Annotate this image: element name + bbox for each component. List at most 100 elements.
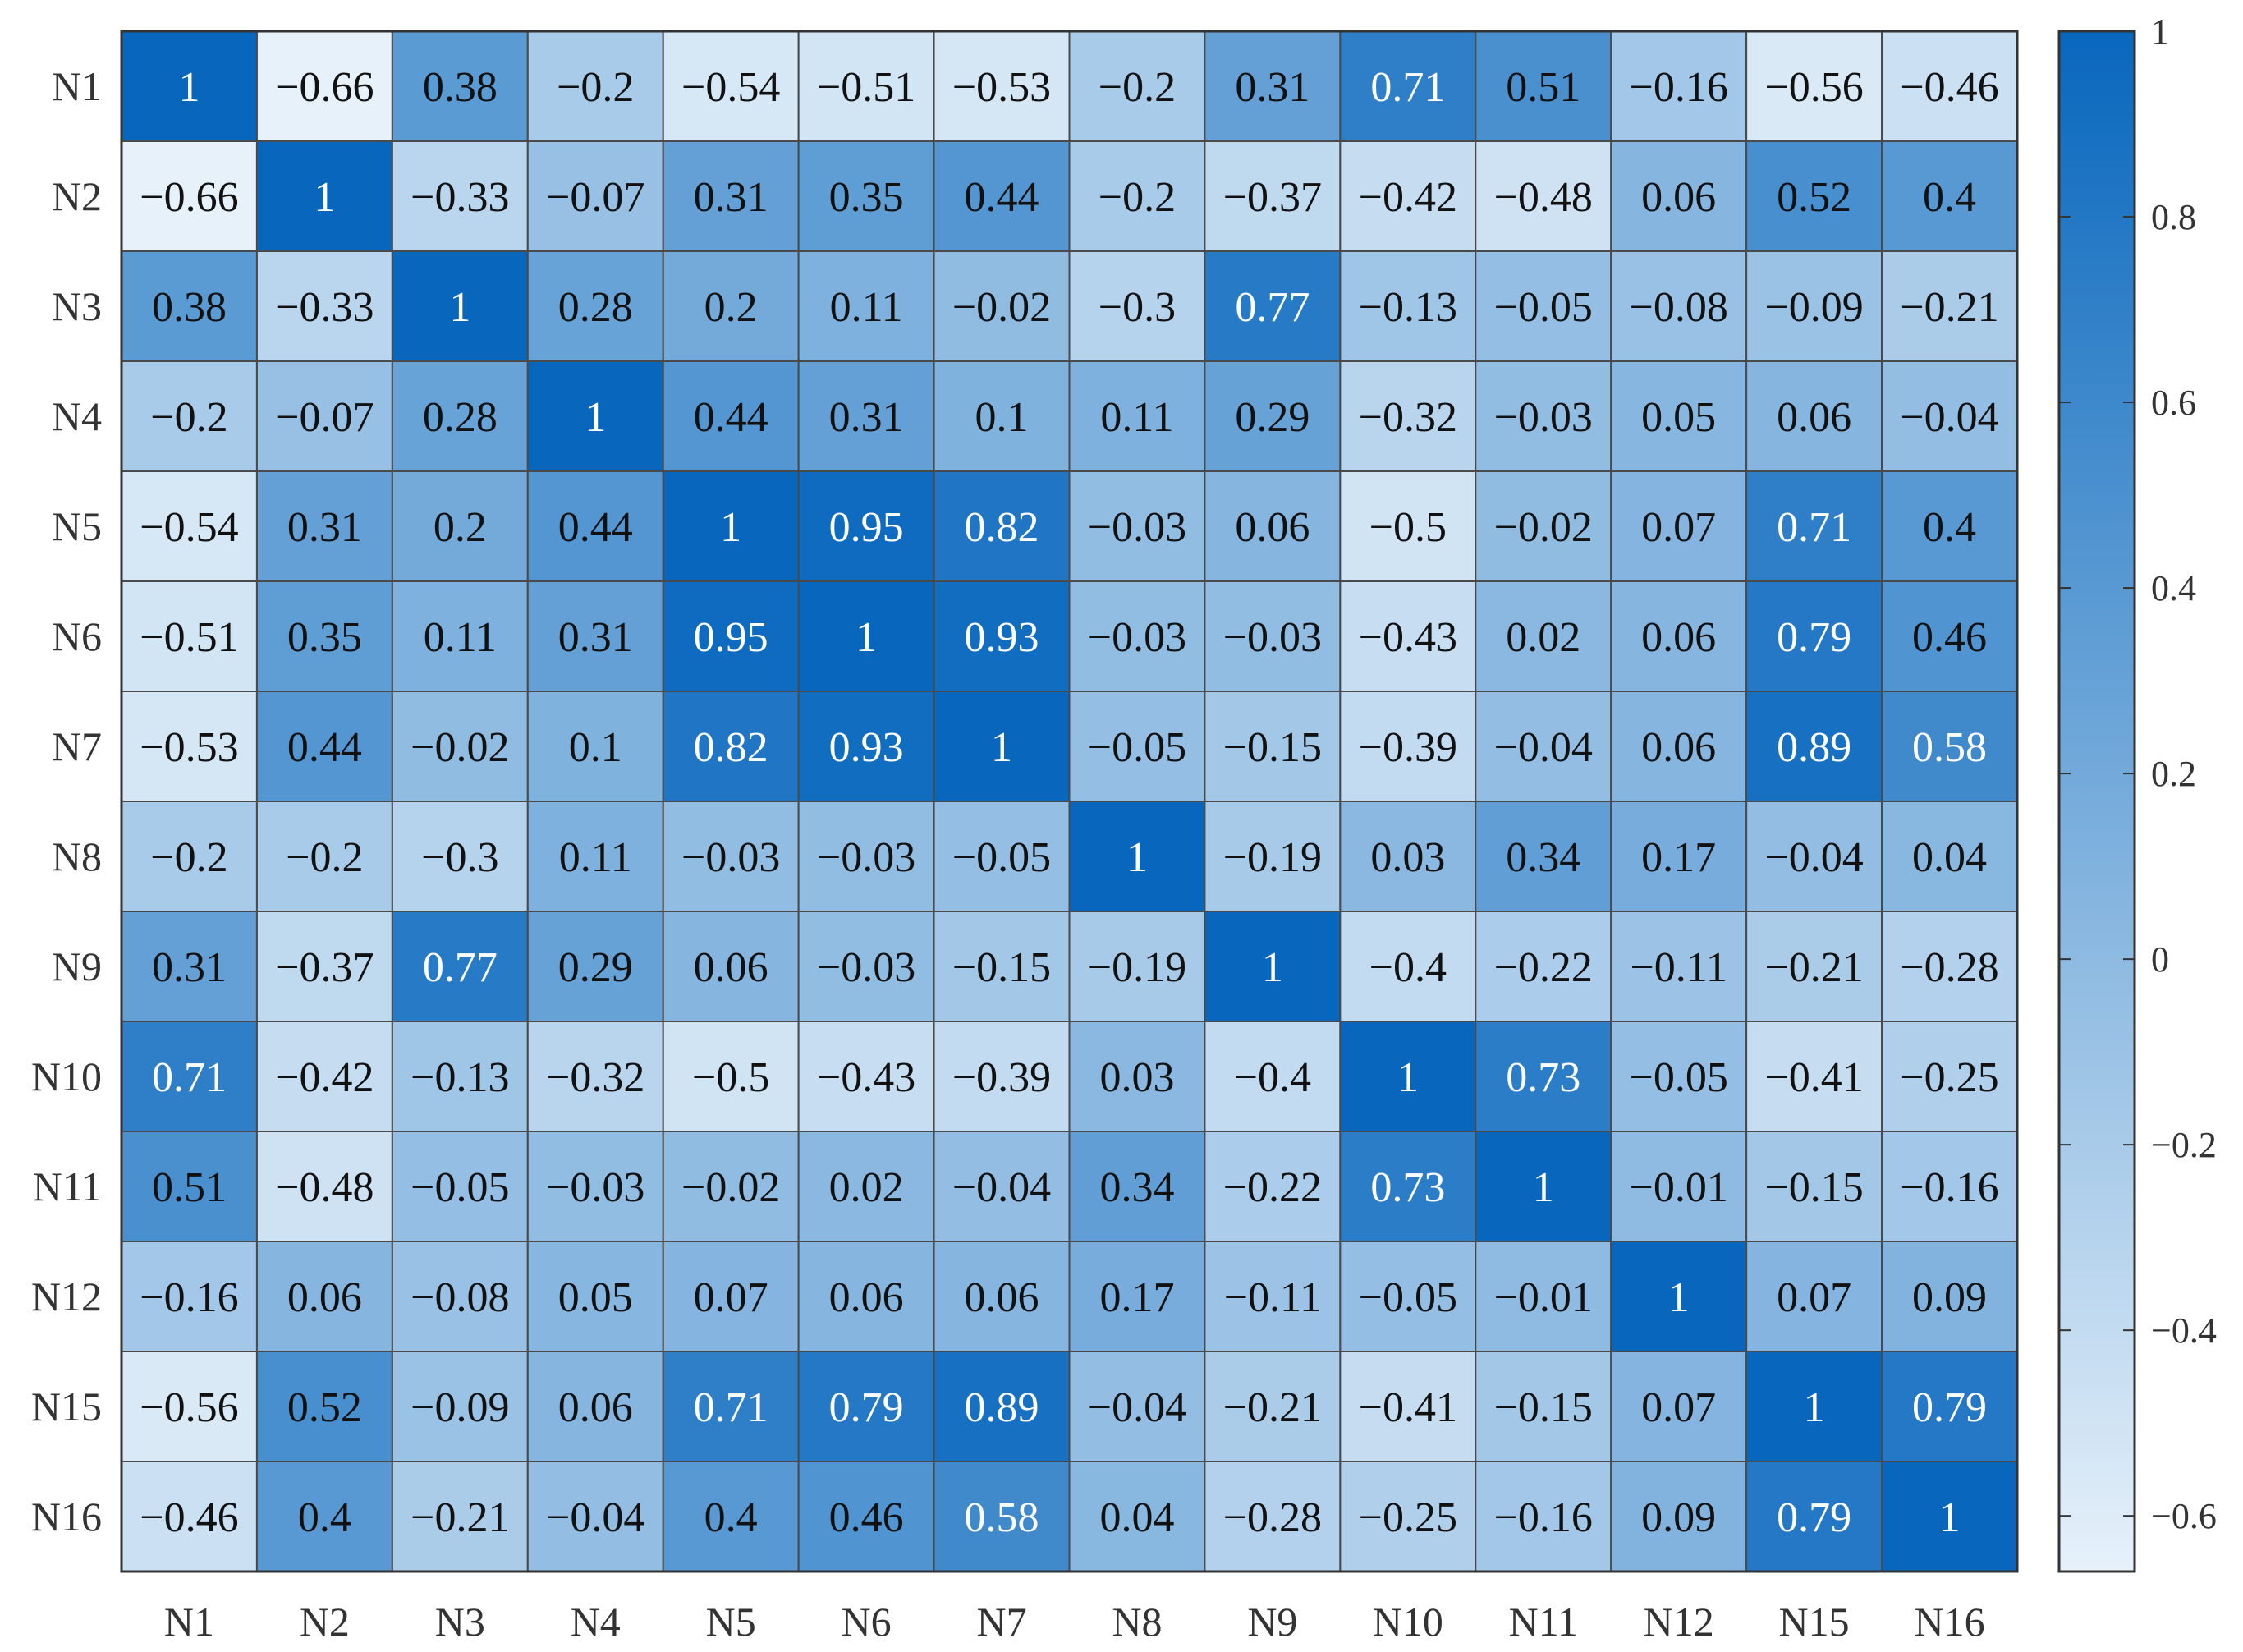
heatmap-cell (391, 470, 529, 582)
heatmap-cell-label: 0.11 (1100, 394, 1173, 441)
heatmap-cell (933, 140, 1071, 252)
heatmap-cell-label: 0.06 (1641, 724, 1716, 771)
x-tick-label: N12 (1644, 1599, 1714, 1645)
x-tick-label: N7 (976, 1599, 1026, 1645)
heatmap-cell (797, 360, 935, 472)
heatmap-cell-label: 0.06 (287, 1274, 362, 1321)
x-axis-tick-labels: N1 N2 N3 N4 N5 N6 N7 N8 N9 N10 N11 N12 N15 N16 (164, 1599, 1985, 1645)
heatmap-cell-label: 0.58 (965, 1494, 1039, 1541)
y-tick-label: N3 (52, 283, 102, 329)
heatmap-cell-label: 0.79 (1777, 614, 1851, 661)
heatmap-cell (1881, 470, 2019, 582)
heatmap-cell (1610, 1021, 1748, 1132)
heatmap-cell-label: −0.46 (140, 1494, 238, 1541)
heatmap-cell-label: −0.33 (411, 174, 509, 221)
heatmap-cell (1610, 470, 1748, 582)
heatmap-cell-label: −0.05 (1494, 284, 1593, 331)
heatmap-cell (255, 801, 393, 912)
heatmap-cell-label: −0.04 (1764, 834, 1863, 881)
heatmap-cell-label: −0.04 (1494, 724, 1593, 771)
heatmap-cell-label: −0.21 (1764, 944, 1863, 991)
heatmap-cell (1068, 1021, 1206, 1132)
y-tick-label: N8 (52, 833, 102, 879)
heatmap-cell-label: 0.11 (424, 614, 497, 661)
x-tick-label: N5 (706, 1599, 756, 1645)
heatmap-cell (526, 691, 664, 802)
heatmap-cell-label: −0.5 (692, 1054, 769, 1101)
heatmap-cell-label: −0.19 (1223, 834, 1322, 881)
heatmap-cell-label: −0.37 (275, 944, 374, 991)
heatmap-cell (1881, 360, 2019, 472)
heatmap-cell (1881, 911, 2019, 1022)
heatmap-cell-label: −0.28 (1900, 944, 1998, 991)
heatmap-cell-labels: 1 −0.66 0.38 −0.2 −0.54 −0.51 −0.53 −0.2 0.31 0.7… (140, 64, 1998, 1541)
heatmap-cell-label: 0.77 (1235, 284, 1310, 331)
heatmap-cell-label: −0.11 (1630, 944, 1727, 991)
heatmap-cell-label: −0.56 (1764, 64, 1863, 111)
heatmap-cell-label: −0.4 (1234, 1054, 1311, 1101)
heatmap-cell (1610, 911, 1748, 1022)
heatmap-cell-label: 0.31 (1235, 64, 1310, 111)
heatmap-cell-label: 0.06 (829, 1274, 904, 1321)
heatmap-cell-label: −0.02 (681, 1164, 780, 1211)
heatmap-cell (255, 1021, 393, 1132)
heatmap-cell (1881, 1241, 2019, 1352)
heatmap-cell (1475, 691, 1612, 802)
colorbar-tick-label: 1 (2151, 11, 2169, 52)
heatmap-cell-label: −0.03 (817, 944, 915, 991)
heatmap-cell (1881, 580, 2019, 692)
heatmap-cell-label: 0.38 (152, 284, 227, 331)
heatmap-cell-label: −0.41 (1359, 1384, 1457, 1431)
heatmap-cell (1610, 691, 1748, 802)
heatmap-cell-label: −0.05 (952, 834, 1051, 881)
heatmap-cell (391, 691, 529, 802)
heatmap-cell-label: 0.46 (1912, 614, 1987, 661)
colorbar-tick-label: −0.6 (2151, 1496, 2217, 1536)
heatmap-cell-label: 0.29 (1235, 394, 1310, 441)
heatmap-cell-label: 0.02 (1506, 614, 1580, 661)
heatmap-cell-label: −0.41 (1764, 1054, 1863, 1101)
heatmap-cell-label: −0.04 (952, 1164, 1051, 1211)
heatmap-cell-label: −0.21 (1223, 1384, 1322, 1431)
heatmap-cell-label: 0.35 (829, 174, 904, 221)
x-tick-label: N2 (300, 1599, 350, 1645)
heatmap-cell (1745, 30, 1883, 142)
heatmap-cell (1204, 801, 1342, 912)
heatmap-cell (797, 911, 935, 1022)
heatmap-cell (121, 801, 258, 912)
heatmap-cell-label: 0.89 (1777, 724, 1851, 771)
heatmap-cell-label: −0.15 (1764, 1164, 1863, 1211)
heatmap-cell-label: 0.35 (287, 614, 362, 661)
heatmap-cell-label: −0.5 (1369, 504, 1447, 551)
y-tick-label: N5 (52, 503, 102, 549)
heatmap-cell (933, 801, 1071, 912)
heatmap-cell-label: −0.02 (952, 284, 1051, 331)
heatmap-cell-label: 0.17 (1099, 1274, 1174, 1321)
heatmap-cell (933, 1131, 1071, 1242)
heatmap-cell (255, 1131, 393, 1242)
heatmap-cell (933, 580, 1071, 692)
heatmap-cell-label: 0.09 (1641, 1494, 1716, 1541)
heatmap-cell-label: 0.73 (1506, 1054, 1580, 1101)
heatmap-cell-label: −0.03 (1088, 614, 1186, 661)
heatmap-cell (1068, 580, 1206, 692)
y-tick-label: N10 (31, 1053, 102, 1099)
y-tick-label: N2 (52, 173, 102, 219)
heatmap-cell-label: −0.22 (1223, 1164, 1322, 1211)
heatmap-cell-label: 0.38 (423, 64, 498, 111)
heatmap-cell (1745, 1461, 1883, 1572)
heatmap-cell (797, 1241, 935, 1352)
heatmap-cell-label: 1 (1262, 944, 1283, 991)
heatmap-cell-label: −0.66 (275, 64, 374, 111)
heatmap-cell-label: 0.34 (1506, 834, 1580, 881)
heatmap-cell-label: −0.03 (1494, 394, 1593, 441)
heatmap-cell (1745, 1241, 1883, 1352)
heatmap-cell (1204, 140, 1342, 252)
heatmap-cell-label: −0.51 (817, 64, 915, 111)
heatmap-cell-label: 1 (314, 174, 335, 221)
heatmap-cell (1881, 801, 2019, 912)
colorbar-tick-label: −0.2 (2151, 1125, 2217, 1165)
heatmap-cell-label: 0.06 (558, 1384, 633, 1431)
colorbar-tick-label: 0.4 (2151, 568, 2196, 608)
